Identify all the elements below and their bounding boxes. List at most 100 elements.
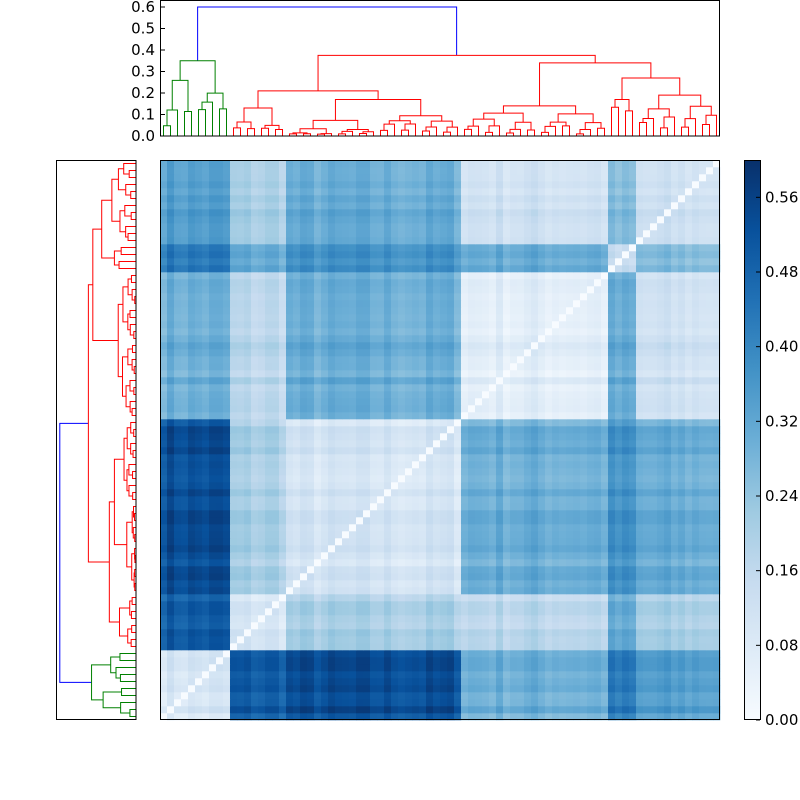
heatmap-cell — [559, 580, 567, 588]
heatmap-cell — [461, 335, 469, 343]
heatmap-cell — [307, 650, 315, 658]
heatmap-cell — [706, 475, 714, 483]
heatmap-cell — [664, 503, 672, 511]
heatmap-cell — [237, 657, 245, 665]
heatmap-cell — [601, 643, 609, 651]
heatmap-cell — [363, 321, 371, 329]
heatmap-cell — [181, 377, 189, 385]
heatmap-cell — [685, 314, 693, 322]
heatmap-cell — [461, 531, 469, 539]
dendrogram-link — [464, 128, 472, 136]
heatmap-cell — [377, 601, 385, 609]
heatmap-cell — [412, 391, 420, 399]
heatmap-cell — [370, 559, 378, 567]
heatmap-cell — [167, 685, 175, 693]
heatmap-cell — [328, 503, 336, 511]
heatmap-cell — [545, 664, 553, 672]
heatmap-cell — [426, 678, 434, 686]
heatmap-cell — [384, 559, 392, 567]
heatmap-cell — [251, 384, 259, 392]
heatmap-cell — [300, 622, 308, 630]
heatmap-cell — [391, 622, 399, 630]
heatmap-cell — [440, 545, 448, 553]
heatmap-cell — [293, 405, 301, 413]
heatmap-cell — [286, 468, 294, 476]
heatmap-cell — [405, 440, 413, 448]
heatmap-cell — [391, 601, 399, 609]
heatmap-cell — [160, 405, 168, 413]
heatmap-cell — [629, 706, 637, 714]
heatmap-cell — [706, 531, 714, 539]
heatmap-cell — [699, 657, 707, 665]
dendrogram-link — [128, 485, 136, 497]
heatmap-cell — [181, 384, 189, 392]
heatmap-cell — [461, 489, 469, 497]
heatmap-cell — [573, 433, 581, 441]
heatmap-cell — [188, 566, 196, 574]
heatmap-cell — [300, 447, 308, 455]
heatmap-cell — [258, 538, 266, 546]
heatmap-cell — [349, 517, 357, 525]
heatmap-cell — [391, 398, 399, 406]
heatmap-cell — [356, 349, 364, 357]
heatmap-cell — [251, 573, 259, 581]
heatmap-cell — [188, 503, 196, 511]
heatmap-cell — [307, 699, 315, 707]
heatmap-cell — [692, 678, 700, 686]
heatmap-cell — [615, 566, 623, 574]
heatmap-cell — [685, 496, 693, 504]
heatmap-cell — [699, 622, 707, 630]
heatmap-cell — [167, 440, 175, 448]
heatmap-cell — [391, 629, 399, 637]
heatmap-cell — [713, 678, 721, 686]
heatmap-cell — [622, 643, 630, 651]
heatmap-cell — [342, 657, 350, 665]
heatmap-cell — [566, 559, 574, 567]
dendrogram-link — [303, 133, 311, 136]
heatmap-cell — [496, 531, 504, 539]
heatmap-cell — [433, 440, 441, 448]
heatmap-cell — [342, 447, 350, 455]
heatmap-cell — [237, 321, 245, 329]
heatmap-cell — [405, 629, 413, 637]
heatmap-cell — [538, 349, 546, 357]
heatmap-cell — [181, 426, 189, 434]
heatmap-cell — [587, 545, 595, 553]
heatmap-cell — [531, 531, 539, 539]
heatmap-cell — [349, 538, 357, 546]
heatmap-cell — [468, 524, 476, 532]
heatmap-cell — [538, 342, 546, 350]
heatmap-cell — [384, 699, 392, 707]
heatmap-cell — [321, 552, 329, 560]
heatmap-cell — [244, 475, 252, 483]
heatmap-cell — [454, 321, 462, 329]
heatmap-cell — [545, 650, 553, 658]
heatmap-cell — [244, 692, 252, 700]
heatmap-cell — [573, 475, 581, 483]
heatmap-cell — [272, 433, 280, 441]
heatmap-cell — [573, 524, 581, 532]
heatmap-cell — [531, 566, 539, 574]
heatmap-cell — [447, 405, 455, 413]
heatmap-cell — [552, 384, 560, 392]
heatmap-cell — [258, 531, 266, 539]
heatmap-cell — [580, 426, 588, 434]
heatmap-cell — [300, 713, 308, 721]
heatmap-cell — [482, 706, 490, 714]
heatmap-cell — [496, 342, 504, 350]
heatmap-cell — [461, 636, 469, 644]
heatmap-cell — [286, 377, 294, 385]
heatmap-cell — [664, 307, 672, 315]
heatmap-cell — [209, 636, 217, 644]
heatmap-cell — [503, 566, 511, 574]
dendrogram-link — [131, 289, 136, 301]
heatmap-cell — [531, 622, 539, 630]
heatmap-cell — [517, 370, 525, 378]
heatmap-cell — [629, 552, 637, 560]
heatmap-cell — [405, 664, 413, 672]
heatmap-cell — [615, 594, 623, 602]
heatmap-cell — [587, 531, 595, 539]
heatmap-cell — [384, 335, 392, 343]
heatmap-cell — [209, 713, 217, 721]
heatmap-cell — [419, 545, 427, 553]
